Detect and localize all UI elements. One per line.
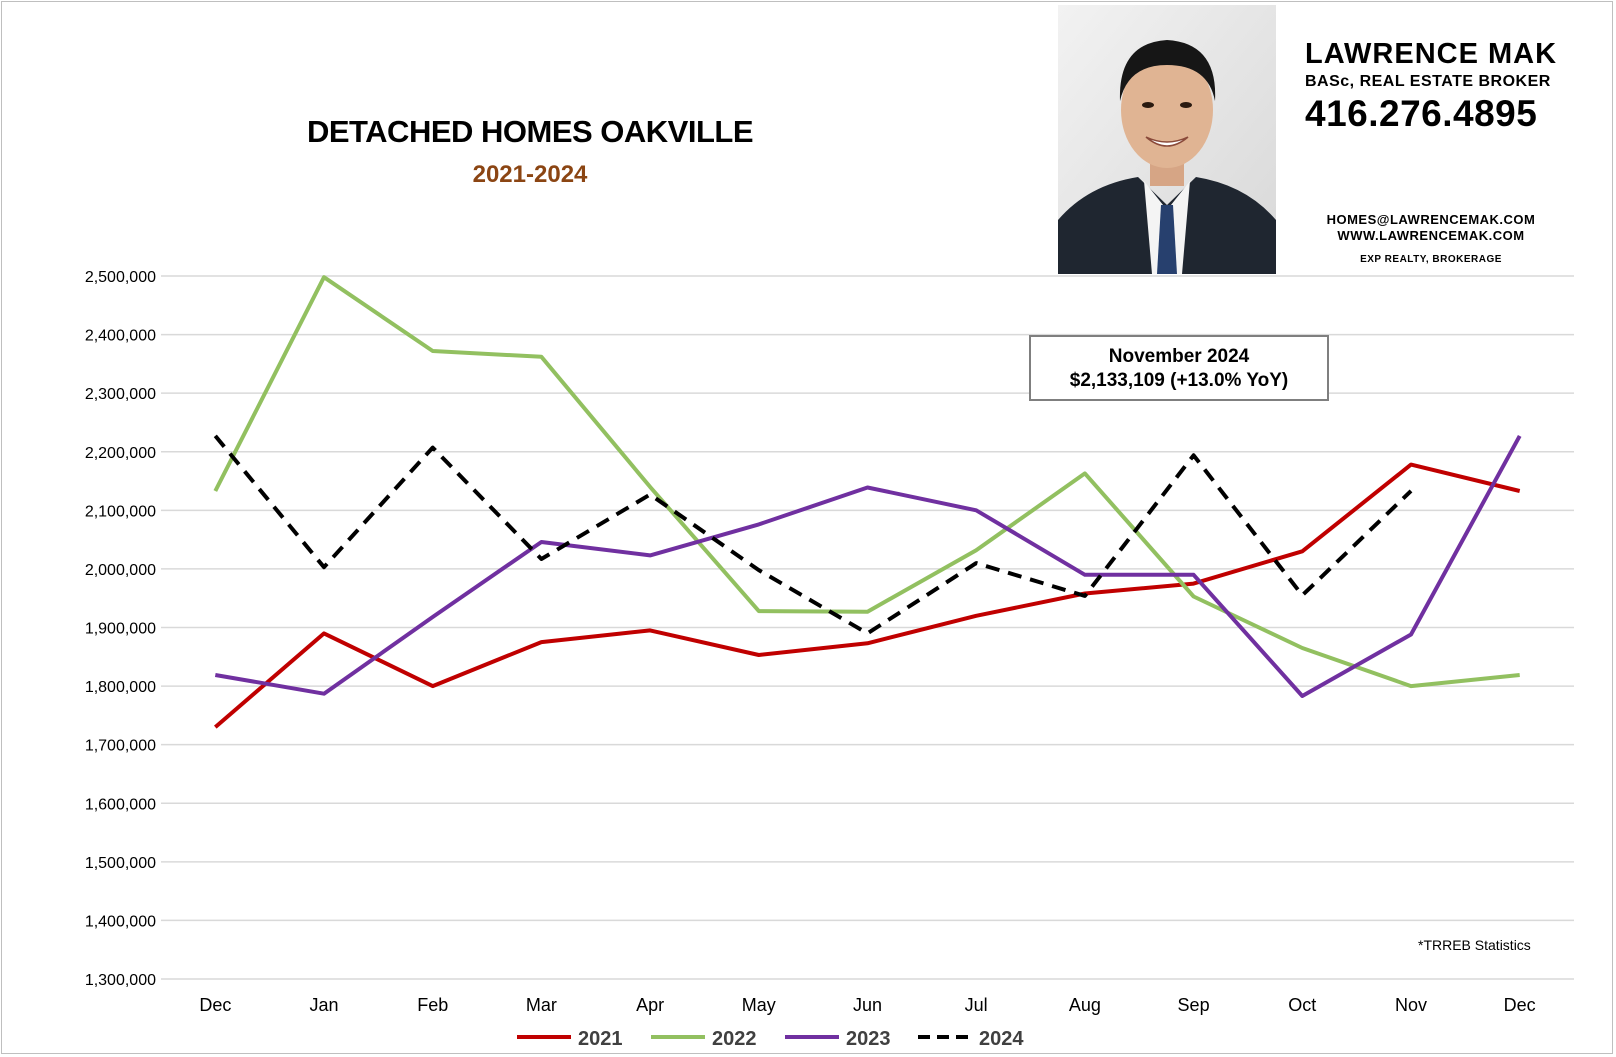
x-tick-label: Mar (526, 995, 557, 1015)
x-tick-label: Apr (636, 995, 664, 1015)
chart-subtitle: 2021-2024 (472, 161, 588, 188)
x-tick-label: Jun (853, 995, 882, 1015)
agent-credentials: BASc, REAL ESTATE BROKER (1305, 73, 1551, 90)
x-tick-label: Dec (199, 995, 231, 1015)
y-axis-tick-labels: 1,300,000 1,400,000 1,500,000 1,600,000 1,70… (85, 269, 156, 989)
x-tick-label: Oct (1288, 995, 1316, 1015)
legend-label-2022: 2022 (712, 1028, 757, 1050)
legend-label-2023: 2023 (846, 1028, 891, 1050)
callout-value: $2,133,109 (+13.0% YoY) (1069, 370, 1289, 391)
agent-brand-block: LAWRENCE MAK BASc, REAL ESTATE BROKER 41… (1305, 38, 1585, 135)
x-tick-label: May (742, 995, 776, 1015)
legend-label-2021: 2021 (578, 1028, 623, 1050)
y-tick-label: 2,300,000 (85, 386, 156, 403)
callout-period: November 2024 (1108, 346, 1250, 367)
agent-photo (1058, 5, 1276, 274)
series-line-2024 (213, 434, 1413, 636)
agent-brokerage: EXP REALTY, BROKERAGE (1360, 254, 1502, 265)
x-axis-tick-labels: Dec Jan Feb Mar Apr May Jun Jul Aug Sep Oct Nov Dec (199, 995, 1535, 1015)
x-tick-label: Sep (1178, 995, 1210, 1015)
y-tick-label: 2,400,000 (85, 328, 156, 345)
agent-phone: 416.276.4895 (1305, 93, 1538, 134)
legend: 2021 2022 2023 2024 (517, 1028, 1024, 1050)
y-tick-label: 1,600,000 (85, 796, 156, 813)
y-tick-label: 1,900,000 (85, 621, 156, 638)
chart-title: DETACHED HOMES OAKVILLE (306, 114, 754, 149)
y-tick-label: 2,500,000 (85, 269, 156, 286)
callout-box: November 2024 $2,133,109 (+13.0% YoY) (1029, 335, 1329, 401)
x-tick-label: Feb (417, 995, 448, 1015)
x-tick-label: Dec (1504, 995, 1536, 1015)
source-note: *TRREB Statistics (1418, 937, 1531, 953)
series-lines (213, 275, 1522, 729)
y-tick-label: 1,300,000 (85, 972, 156, 989)
y-tick-label: 2,000,000 (85, 562, 156, 579)
legend-label-2024: 2024 (979, 1028, 1024, 1050)
x-tick-label: Aug (1069, 995, 1101, 1015)
agent-website: WWW.LAWRENCEMAK.COM (1337, 228, 1525, 243)
agent-portrait-image (1058, 5, 1276, 274)
y-tick-label: 1,800,000 (85, 679, 156, 696)
agent-name: LAWRENCE MAK (1305, 38, 1558, 70)
y-tick-label: 1,500,000 (85, 855, 156, 872)
y-tick-label: 2,100,000 (85, 503, 156, 520)
y-tick-label: 1,700,000 (85, 738, 156, 755)
agent-email: HOMES@LAWRENCEMAK.COM (1326, 212, 1536, 227)
x-tick-label: Jul (965, 995, 988, 1015)
y-tick-label: 1,400,000 (85, 913, 156, 930)
agent-contact-block: HOMES@LAWRENCEMAK.COM WWW.LAWRENCEMAK.CO… (1305, 212, 1557, 268)
y-tick-label: 2,200,000 (85, 445, 156, 462)
series-line-2021 (213, 462, 1521, 729)
gridlines (161, 275, 1574, 980)
x-tick-label: Nov (1395, 995, 1427, 1015)
x-tick-label: Jan (310, 995, 339, 1015)
